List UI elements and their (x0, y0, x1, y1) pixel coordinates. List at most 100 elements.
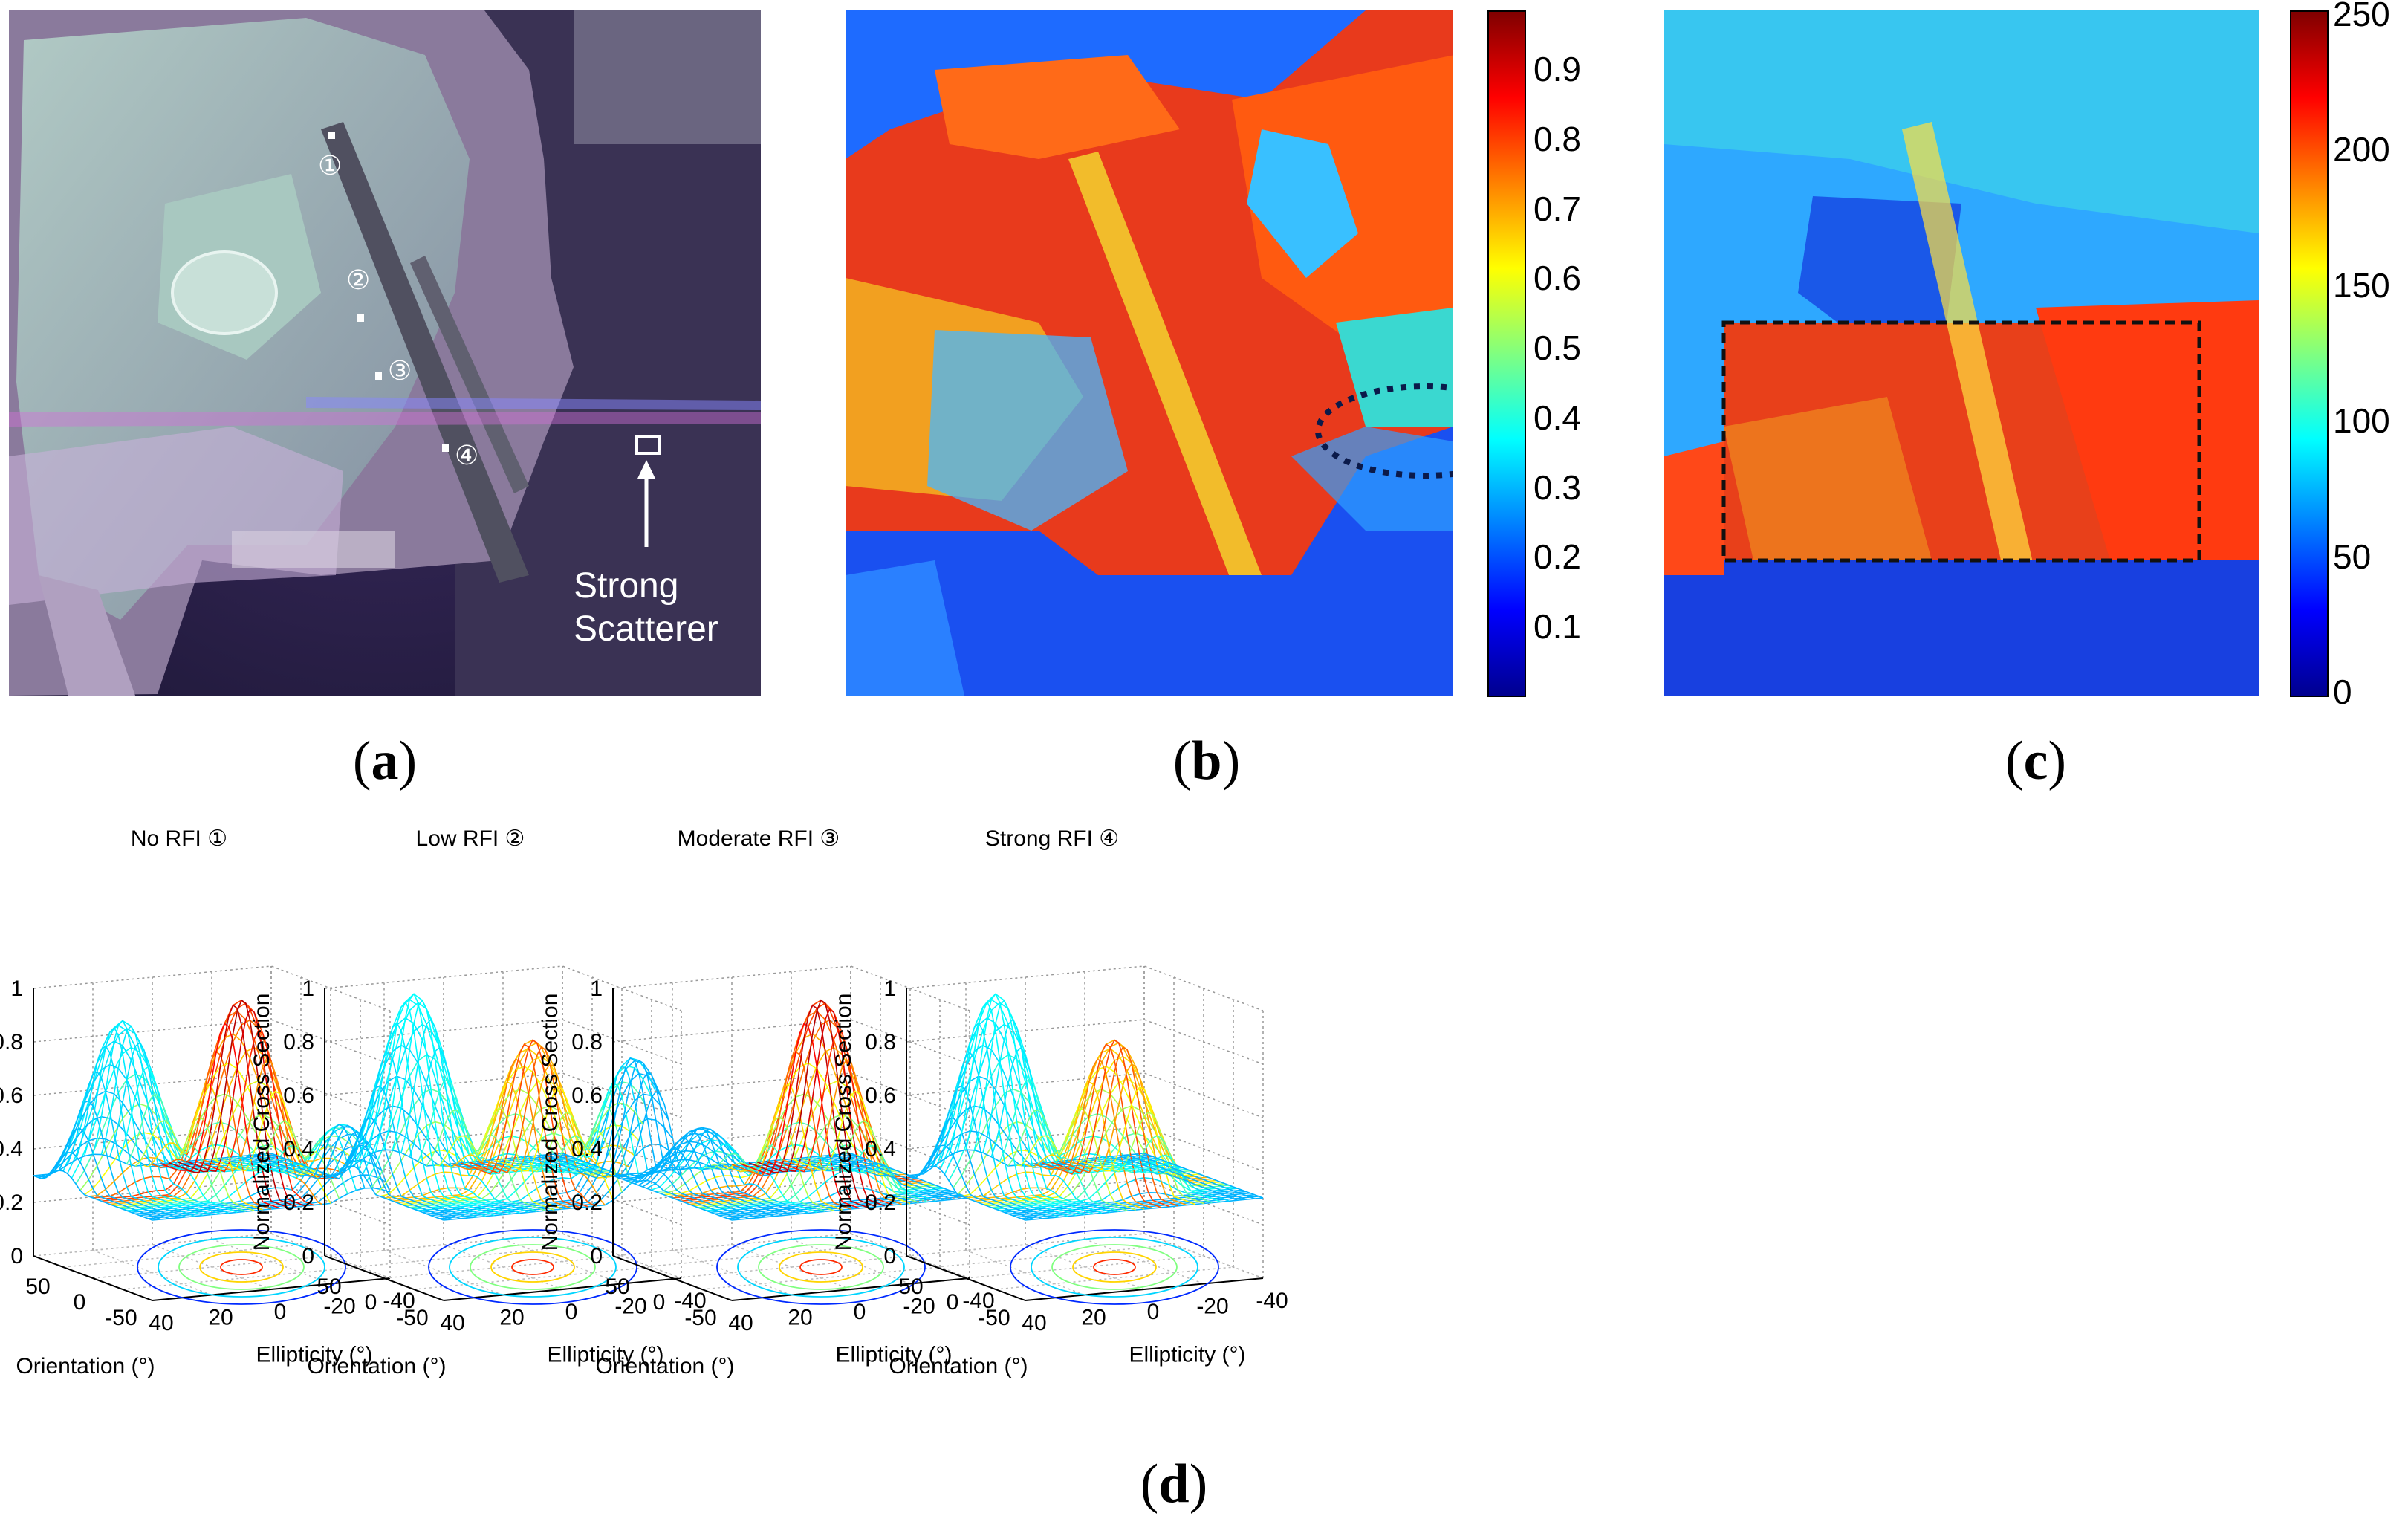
colorbar-c-tick-label: 200 (2333, 130, 2390, 169)
x-tick-label: -50 (978, 1306, 1010, 1330)
gridline (354, 1244, 593, 1268)
x-tick-label: 50 (605, 1274, 629, 1299)
surface-mesh-line (341, 1117, 461, 1219)
colorbar-c-tick-label: 0 (2333, 673, 2352, 711)
z-tick-label: 0.2 (0, 1191, 23, 1215)
y-axis-title: Ellipticity (°) (547, 1343, 663, 1367)
gridline (324, 1179, 682, 1225)
z-tick-label: 0.6 (571, 1083, 603, 1108)
contour-line (449, 1237, 617, 1298)
surface-mesh-line (833, 1154, 953, 1200)
colorbar-c-tick-label: 100 (2333, 401, 2390, 441)
plot-title: Strong RFI ④ (985, 826, 1119, 851)
marker-box-4 (442, 444, 449, 452)
surface-mesh-line (511, 1104, 632, 1185)
y-tick-label: 20 (208, 1306, 233, 1330)
gridline (383, 1249, 504, 1296)
surface-mesh-line (58, 1100, 178, 1219)
map-panel-b (846, 10, 1453, 696)
surface-mesh-line (765, 1008, 885, 1207)
surface-mesh-line (973, 999, 1094, 1215)
surface-mesh-line (956, 1000, 1077, 1217)
gridline (324, 965, 682, 1011)
z-tick-label: 0.4 (571, 1137, 603, 1162)
surface-mesh-line (178, 999, 297, 1208)
surface-mesh-line (194, 1029, 314, 1206)
z-tick-label: 1 (10, 976, 23, 1001)
z-tick-label: 0 (883, 1244, 896, 1269)
surface-mesh-line (982, 1018, 1103, 1214)
surface-mesh-line (1016, 1107, 1136, 1211)
surface-mesh-line (75, 1045, 195, 1217)
surface-mesh-line (1084, 1111, 1204, 1205)
gridline (791, 1238, 911, 1285)
surface-mesh-line (109, 1041, 230, 1214)
surface-mesh-line (1025, 1081, 1145, 1210)
gridline (906, 965, 1264, 1011)
y-tick-label: 20 (788, 1306, 812, 1330)
map-image-c (1664, 10, 2259, 696)
surface-mesh-line (203, 1058, 322, 1205)
gridline (672, 1249, 792, 1296)
contour-line (1072, 1251, 1157, 1283)
surface-mesh-line (220, 1120, 340, 1199)
gridline (642, 1244, 881, 1268)
surface-mesh-line (939, 1051, 1059, 1218)
surface-mesh-line (689, 1134, 809, 1214)
surface-mesh-line (773, 1029, 894, 1206)
x-tick-label: 0 (74, 1290, 86, 1315)
gridline (612, 1072, 970, 1118)
z-tick-label: 0.2 (865, 1191, 896, 1215)
surface-mesh-line (92, 1020, 212, 1216)
y-tick-label: 40 (1022, 1311, 1046, 1335)
gridline (324, 1019, 682, 1065)
surface-plots-panel-d: No RFI ① 1 0.8 0.6 0.4 0.2 0 Normalized Cross S… (0, 826, 1288, 1379)
contour-line (137, 1229, 346, 1305)
colorbar-b-tick-label: 0.9 (1534, 50, 1581, 88)
caption-a: (a) (352, 731, 418, 791)
surface-mesh-line (681, 1128, 800, 1215)
marker-label-3: ③ (388, 355, 412, 386)
plot-title: Moderate RFI ③ (678, 826, 840, 851)
annotation-line-2: Scatterer (574, 609, 718, 649)
colorbar-b-tick-label: 0.2 (1534, 537, 1581, 577)
gridline (612, 1019, 970, 1065)
surface-mesh-line (612, 1175, 733, 1221)
surface-mesh-line (791, 1090, 911, 1205)
y-axis-line (1025, 1277, 1264, 1301)
colorbar-b (1487, 10, 1526, 697)
surface-mesh-line (211, 1090, 331, 1204)
surface-mesh-line (655, 1138, 775, 1217)
y-tick-label: -20 (614, 1295, 646, 1319)
surface-mesh-line (253, 1124, 374, 1188)
surface-mesh-line (152, 1051, 272, 1210)
plot-title: No RFI ① (131, 826, 227, 851)
contour-line (716, 1229, 926, 1305)
surface-mesh-line (143, 1083, 263, 1211)
surface-mesh-line (621, 1174, 741, 1220)
surface-mesh-line (452, 1058, 571, 1209)
surface-mesh-line (383, 992, 504, 1216)
gridline (672, 1255, 911, 1279)
y-tick-label: -40 (383, 1289, 415, 1313)
plot-title: Low RFI ② (416, 826, 525, 851)
marker-box-2 (357, 314, 364, 322)
surface-mesh-line (990, 1046, 1111, 1214)
sar-image-panel-a (9, 10, 761, 696)
map-image-b (846, 10, 1453, 696)
z-tick-label: 0.4 (865, 1137, 896, 1162)
surface-mesh-line (528, 1065, 649, 1175)
contour-line (511, 1259, 554, 1275)
gridline (850, 1233, 970, 1279)
surface-mesh-line (931, 1085, 1051, 1219)
surface-mesh-line (409, 1046, 529, 1214)
surface-mesh-line (1093, 1135, 1213, 1204)
surface-mesh-line (50, 1127, 170, 1219)
surface-mesh-line (349, 1085, 470, 1219)
surface-mesh-line (1126, 1154, 1247, 1200)
surface-mesh-line (808, 1144, 928, 1203)
colorbar-c-tick-label: 250 (2333, 0, 2390, 33)
surface-mesh-line (186, 1008, 305, 1207)
x-axis-title: Orientation (°) (307, 1354, 446, 1379)
y-tick-label: 40 (728, 1311, 753, 1335)
